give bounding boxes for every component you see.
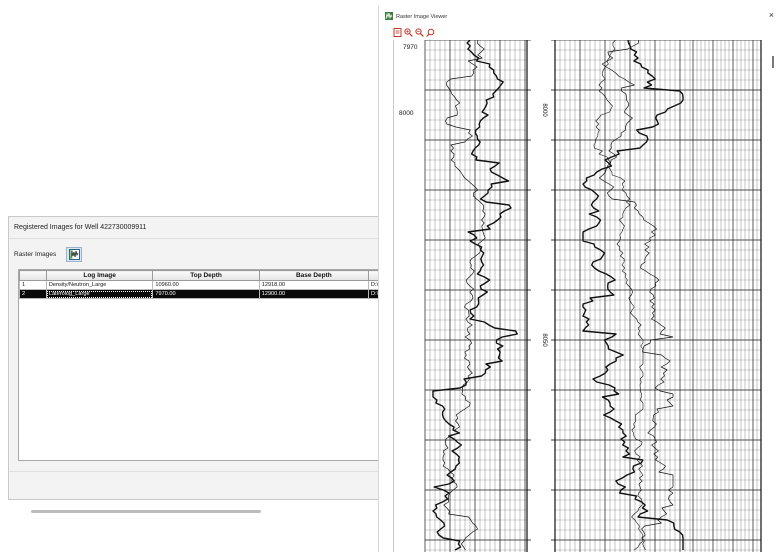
cell-base-depth[interactable]: 12900.00	[258, 289, 370, 299]
raster-viewer-button[interactable]	[66, 247, 82, 262]
status-divider	[9, 471, 387, 472]
depth-label: 8000	[399, 110, 414, 117]
title-divider	[9, 238, 387, 239]
cell-base-depth[interactable]: 12918.00	[258, 280, 370, 290]
log-curve	[593, 40, 644, 551]
row-number-header[interactable]	[19, 270, 47, 281]
log-curve	[432, 40, 518, 551]
raster-viewer-icon	[68, 249, 80, 260]
log-image-table: Log Image Top Depth Base Depth 1 Density…	[19, 270, 388, 299]
zoom-in-icon[interactable]	[404, 28, 413, 37]
page-icon[interactable]	[393, 28, 402, 37]
table-row[interactable]: 1 Density/Neutron_Large 10960.00 12918.0…	[19, 280, 388, 290]
zoom-out-icon[interactable]	[415, 28, 424, 37]
pan-icon[interactable]	[426, 28, 435, 37]
raster-viewer-app-icon	[385, 12, 393, 20]
row-number: 2	[19, 289, 47, 299]
cell-top-depth[interactable]: 7970.00	[152, 289, 260, 299]
raster-image-viewer-window: Raster Image Viewer × 8000 8050 7970 8000	[378, 6, 780, 552]
window-title: Registered Images for Well 422730009911	[14, 224, 147, 231]
cell-log-image[interactable]: Density/Neutron_Large	[45, 280, 154, 290]
column-header-log-image[interactable]: Log Image	[45, 270, 154, 281]
log-curve	[598, 40, 674, 551]
cell-log-image[interactable]: Laterolog_Large	[45, 289, 154, 299]
table-header-row: Log Image Top Depth Base Depth	[19, 270, 388, 281]
log-image-grid[interactable]: Log Image Top Depth Base Depth 1 Density…	[18, 269, 389, 513]
table-row-selected[interactable]: 2 Laterolog_Large 7970.00 12900.00 D:\0	[19, 289, 388, 299]
log-curve	[442, 40, 486, 551]
cell-top-depth[interactable]: 10960.00	[152, 280, 260, 290]
registered-images-window: Registered Images for Well 422730009911 …	[8, 216, 389, 513]
row-number: 1	[19, 280, 47, 290]
close-button[interactable]: ×	[768, 10, 774, 20]
log-image-raster: 8000 8050	[393, 40, 762, 552]
column-header-top-depth[interactable]: Top Depth	[152, 270, 260, 281]
horizontal-scrollbar[interactable]	[31, 510, 261, 513]
vertical-scrollbar-thumb[interactable]	[772, 56, 774, 68]
raster-log-image[interactable]: 8000 8050 7970 8000	[393, 40, 767, 552]
track-depth-label: 8000	[541, 103, 547, 117]
log-curve	[582, 40, 684, 550]
column-header-base-depth[interactable]: Base Depth	[258, 270, 370, 281]
depth-label: 7970	[403, 44, 418, 51]
raster-images-label: Raster Images	[14, 251, 57, 258]
viewer-title: Raster Image Viewer	[396, 14, 448, 20]
track-depth-label: 8050	[541, 333, 547, 347]
